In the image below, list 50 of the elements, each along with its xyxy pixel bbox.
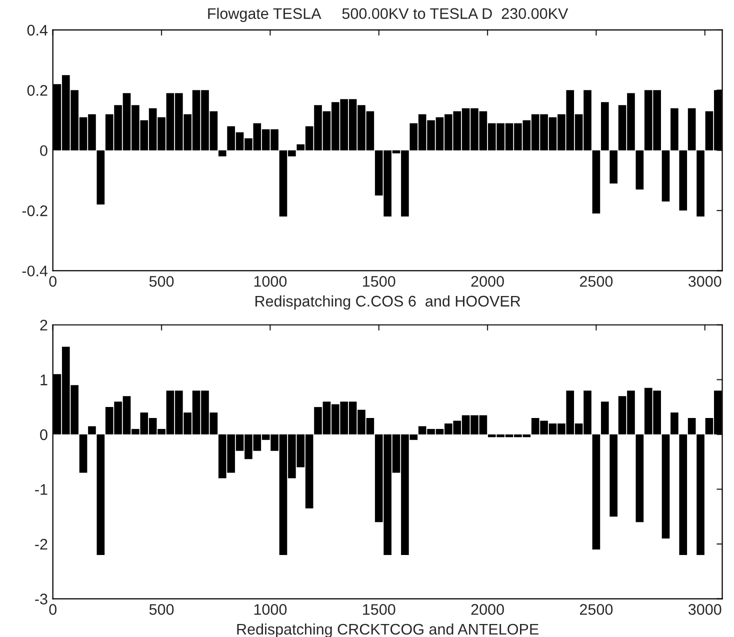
bar bbox=[592, 150, 600, 214]
bar bbox=[88, 426, 96, 434]
bar bbox=[79, 434, 88, 473]
bar bbox=[636, 150, 644, 190]
bar bbox=[696, 150, 704, 217]
x-tick-label: 500 bbox=[149, 604, 174, 615]
bar bbox=[636, 434, 644, 522]
x-tick-label: 2000 bbox=[471, 604, 504, 615]
y-tick-label: 0.2 bbox=[27, 85, 48, 96]
y-tick-label: -3 bbox=[35, 594, 48, 604]
bar bbox=[218, 150, 226, 156]
x-tick-label: 2500 bbox=[580, 276, 613, 287]
x-tick-label: 0 bbox=[49, 276, 56, 287]
x-tick-label: 1000 bbox=[254, 276, 287, 287]
bar bbox=[688, 418, 696, 434]
y-tick-label: 0 bbox=[40, 429, 48, 440]
x-tick-label: 500 bbox=[149, 276, 174, 287]
bar bbox=[96, 434, 105, 555]
x-tick-label: 3000 bbox=[688, 604, 722, 615]
x-tick-label: 1500 bbox=[363, 276, 396, 287]
y-tick-label: -0.4 bbox=[22, 266, 48, 276]
x-tick-label: 0 bbox=[49, 604, 56, 615]
y-tick-label: -2 bbox=[35, 538, 48, 550]
bar bbox=[600, 102, 609, 150]
bar bbox=[662, 150, 670, 202]
bar bbox=[610, 150, 618, 184]
bar bbox=[696, 434, 704, 555]
bar bbox=[610, 434, 618, 517]
y-tick-label: 1 bbox=[40, 374, 48, 386]
y-tick-label: -1 bbox=[35, 484, 48, 495]
x-tick-label: 1000 bbox=[254, 604, 287, 615]
y-tick-label: -0.2 bbox=[22, 205, 48, 216]
y-tick-label: 0.4 bbox=[27, 24, 48, 36]
x-tick-label: 2500 bbox=[580, 604, 613, 615]
bar bbox=[670, 108, 678, 150]
bar bbox=[688, 108, 696, 150]
x-tick-label: 1500 bbox=[363, 604, 396, 615]
bar bbox=[592, 434, 600, 550]
y-tick-label: 2 bbox=[40, 320, 48, 330]
bar bbox=[600, 402, 609, 434]
bar bbox=[96, 150, 105, 205]
bar bbox=[670, 412, 678, 434]
chart-title: Flowgate TESLA 500.00KV to TESLA D 230.00KV bbox=[208, 8, 568, 22]
y-tick-label: 0 bbox=[40, 145, 48, 156]
x-tick-label: 2000 bbox=[471, 276, 504, 287]
bar bbox=[662, 434, 670, 539]
bar bbox=[679, 434, 688, 555]
bar bbox=[679, 150, 688, 211]
x-tick-label: 3000 bbox=[688, 276, 722, 287]
x-axis-title: Redispatching C.COS 6 and HOOVER bbox=[255, 295, 520, 310]
